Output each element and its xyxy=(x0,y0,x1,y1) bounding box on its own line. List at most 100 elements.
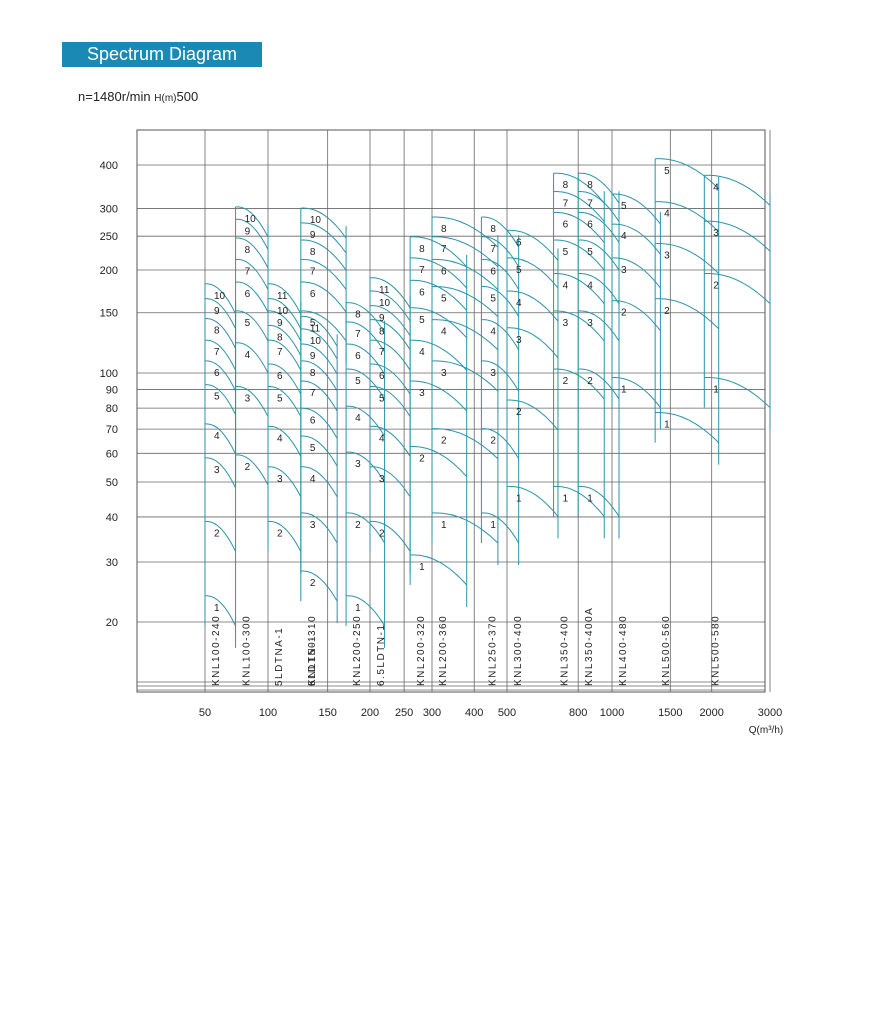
y-tick-label: 40 xyxy=(106,512,118,524)
stage-curve xyxy=(611,300,661,332)
stage-curve xyxy=(410,380,468,412)
stage-label: 10 xyxy=(277,306,289,317)
stage-label: 3 xyxy=(379,474,385,485)
stage-label: 6 xyxy=(419,287,425,298)
stage-curve xyxy=(369,386,411,417)
stage-curve xyxy=(300,380,338,412)
stage-label: 8 xyxy=(587,180,593,191)
stage-curve xyxy=(369,363,411,395)
x-tick-label: 200 xyxy=(361,707,379,719)
stage-label: 3 xyxy=(664,251,670,262)
stage-curve xyxy=(267,298,302,330)
stage-curve xyxy=(578,191,620,222)
series-name-label: KNL200-250 xyxy=(352,615,363,686)
stage-label: 5 xyxy=(621,201,627,212)
stage-curve xyxy=(553,485,605,517)
stage-curve xyxy=(346,405,386,437)
stage-label: 3 xyxy=(621,265,627,276)
stage-label: 1 xyxy=(441,520,447,531)
x-tick-label: 1000 xyxy=(600,707,624,719)
stage-curve xyxy=(655,201,720,233)
stage-label: 4 xyxy=(419,347,425,358)
stage-curve xyxy=(346,451,386,483)
stage-curve xyxy=(578,172,620,204)
stage-label: 1 xyxy=(621,385,627,396)
stage-label: 11 xyxy=(310,323,321,334)
stage-label: 9 xyxy=(310,230,316,241)
stage-label: 7 xyxy=(310,266,316,277)
y-tick-label: 400 xyxy=(100,160,118,172)
stage-label: 10 xyxy=(379,298,391,309)
stage-curve xyxy=(553,172,605,204)
stage-label: 11 xyxy=(379,285,390,296)
stage-label: 2 xyxy=(664,306,670,317)
stage-label: 1 xyxy=(563,494,569,505)
x-axis-label: Q(m³/h) xyxy=(749,725,783,736)
stage-curve xyxy=(204,360,237,392)
stage-curve xyxy=(553,310,605,342)
stage-label: 6 xyxy=(516,237,522,248)
stage-label: 5 xyxy=(664,166,670,177)
stage-curve xyxy=(300,570,338,602)
x-tick-label: 2000 xyxy=(699,707,723,719)
stage-label: 10 xyxy=(214,291,226,302)
stage-curve xyxy=(553,212,605,243)
stage-label: 8 xyxy=(355,310,361,321)
stage-curve xyxy=(704,174,771,206)
stage-label: 4 xyxy=(379,433,385,444)
stage-label: 9 xyxy=(245,226,251,237)
stage-label: 6 xyxy=(310,415,316,426)
series-name-label: KNL350-400 xyxy=(560,615,571,686)
stage-label: 2 xyxy=(419,454,425,465)
stage-curve xyxy=(204,298,237,329)
stage-label: 4 xyxy=(441,327,447,338)
stage-curve xyxy=(655,412,720,444)
stage-label: 4 xyxy=(713,182,719,193)
stage-curve xyxy=(204,384,237,415)
stage-label: 5 xyxy=(516,265,522,276)
stage-label: 6 xyxy=(490,266,496,277)
stage-curve xyxy=(267,425,302,457)
stage-curve xyxy=(481,216,520,248)
stage-label: 2 xyxy=(214,528,220,539)
stage-curve xyxy=(553,368,605,400)
stage-curve xyxy=(369,520,411,552)
stage-curve xyxy=(431,319,499,351)
y-tick-label: 50 xyxy=(106,477,118,489)
stage-label: 6 xyxy=(355,351,361,362)
stage-curve xyxy=(655,298,720,330)
x-tick-label: 1500 xyxy=(658,707,682,719)
stage-label: 5 xyxy=(419,315,425,326)
stage-label: 3 xyxy=(713,228,719,239)
stage-curve xyxy=(300,407,338,439)
stage-label: 7 xyxy=(441,244,447,255)
stage-label: 8 xyxy=(379,327,385,338)
stage-curve xyxy=(611,223,661,255)
stage-label: 6 xyxy=(441,266,447,277)
stage-curve xyxy=(300,466,338,498)
stage-curve xyxy=(410,236,468,268)
series-name-label: 6LDTN-1 xyxy=(307,635,318,686)
stage-label: 3 xyxy=(490,368,496,379)
stage-curve xyxy=(369,339,411,371)
stage-label: 3 xyxy=(245,394,251,405)
stage-label: 7 xyxy=(379,347,385,358)
stage-curve xyxy=(300,281,347,313)
stage-curve xyxy=(300,207,347,239)
y-tick-label: 200 xyxy=(100,265,118,277)
series-name-label: KNL150-310 xyxy=(307,615,318,686)
stage-label: 7 xyxy=(277,347,283,358)
stage-curve xyxy=(410,307,468,339)
stage-curve xyxy=(431,512,499,544)
stage-curve xyxy=(346,302,386,334)
stage-label: 4 xyxy=(277,433,283,444)
stage-curve xyxy=(346,368,386,400)
stage-curve xyxy=(506,290,559,322)
stage-curve xyxy=(346,595,386,627)
series-name-label: KNL100-240 xyxy=(211,615,222,686)
stage-label: 1 xyxy=(419,562,425,573)
head-axis-label: H(m) xyxy=(154,93,177,104)
stage-label: 4 xyxy=(587,281,593,292)
y-tick-label: 30 xyxy=(106,557,118,569)
stage-label: 3 xyxy=(310,520,316,531)
